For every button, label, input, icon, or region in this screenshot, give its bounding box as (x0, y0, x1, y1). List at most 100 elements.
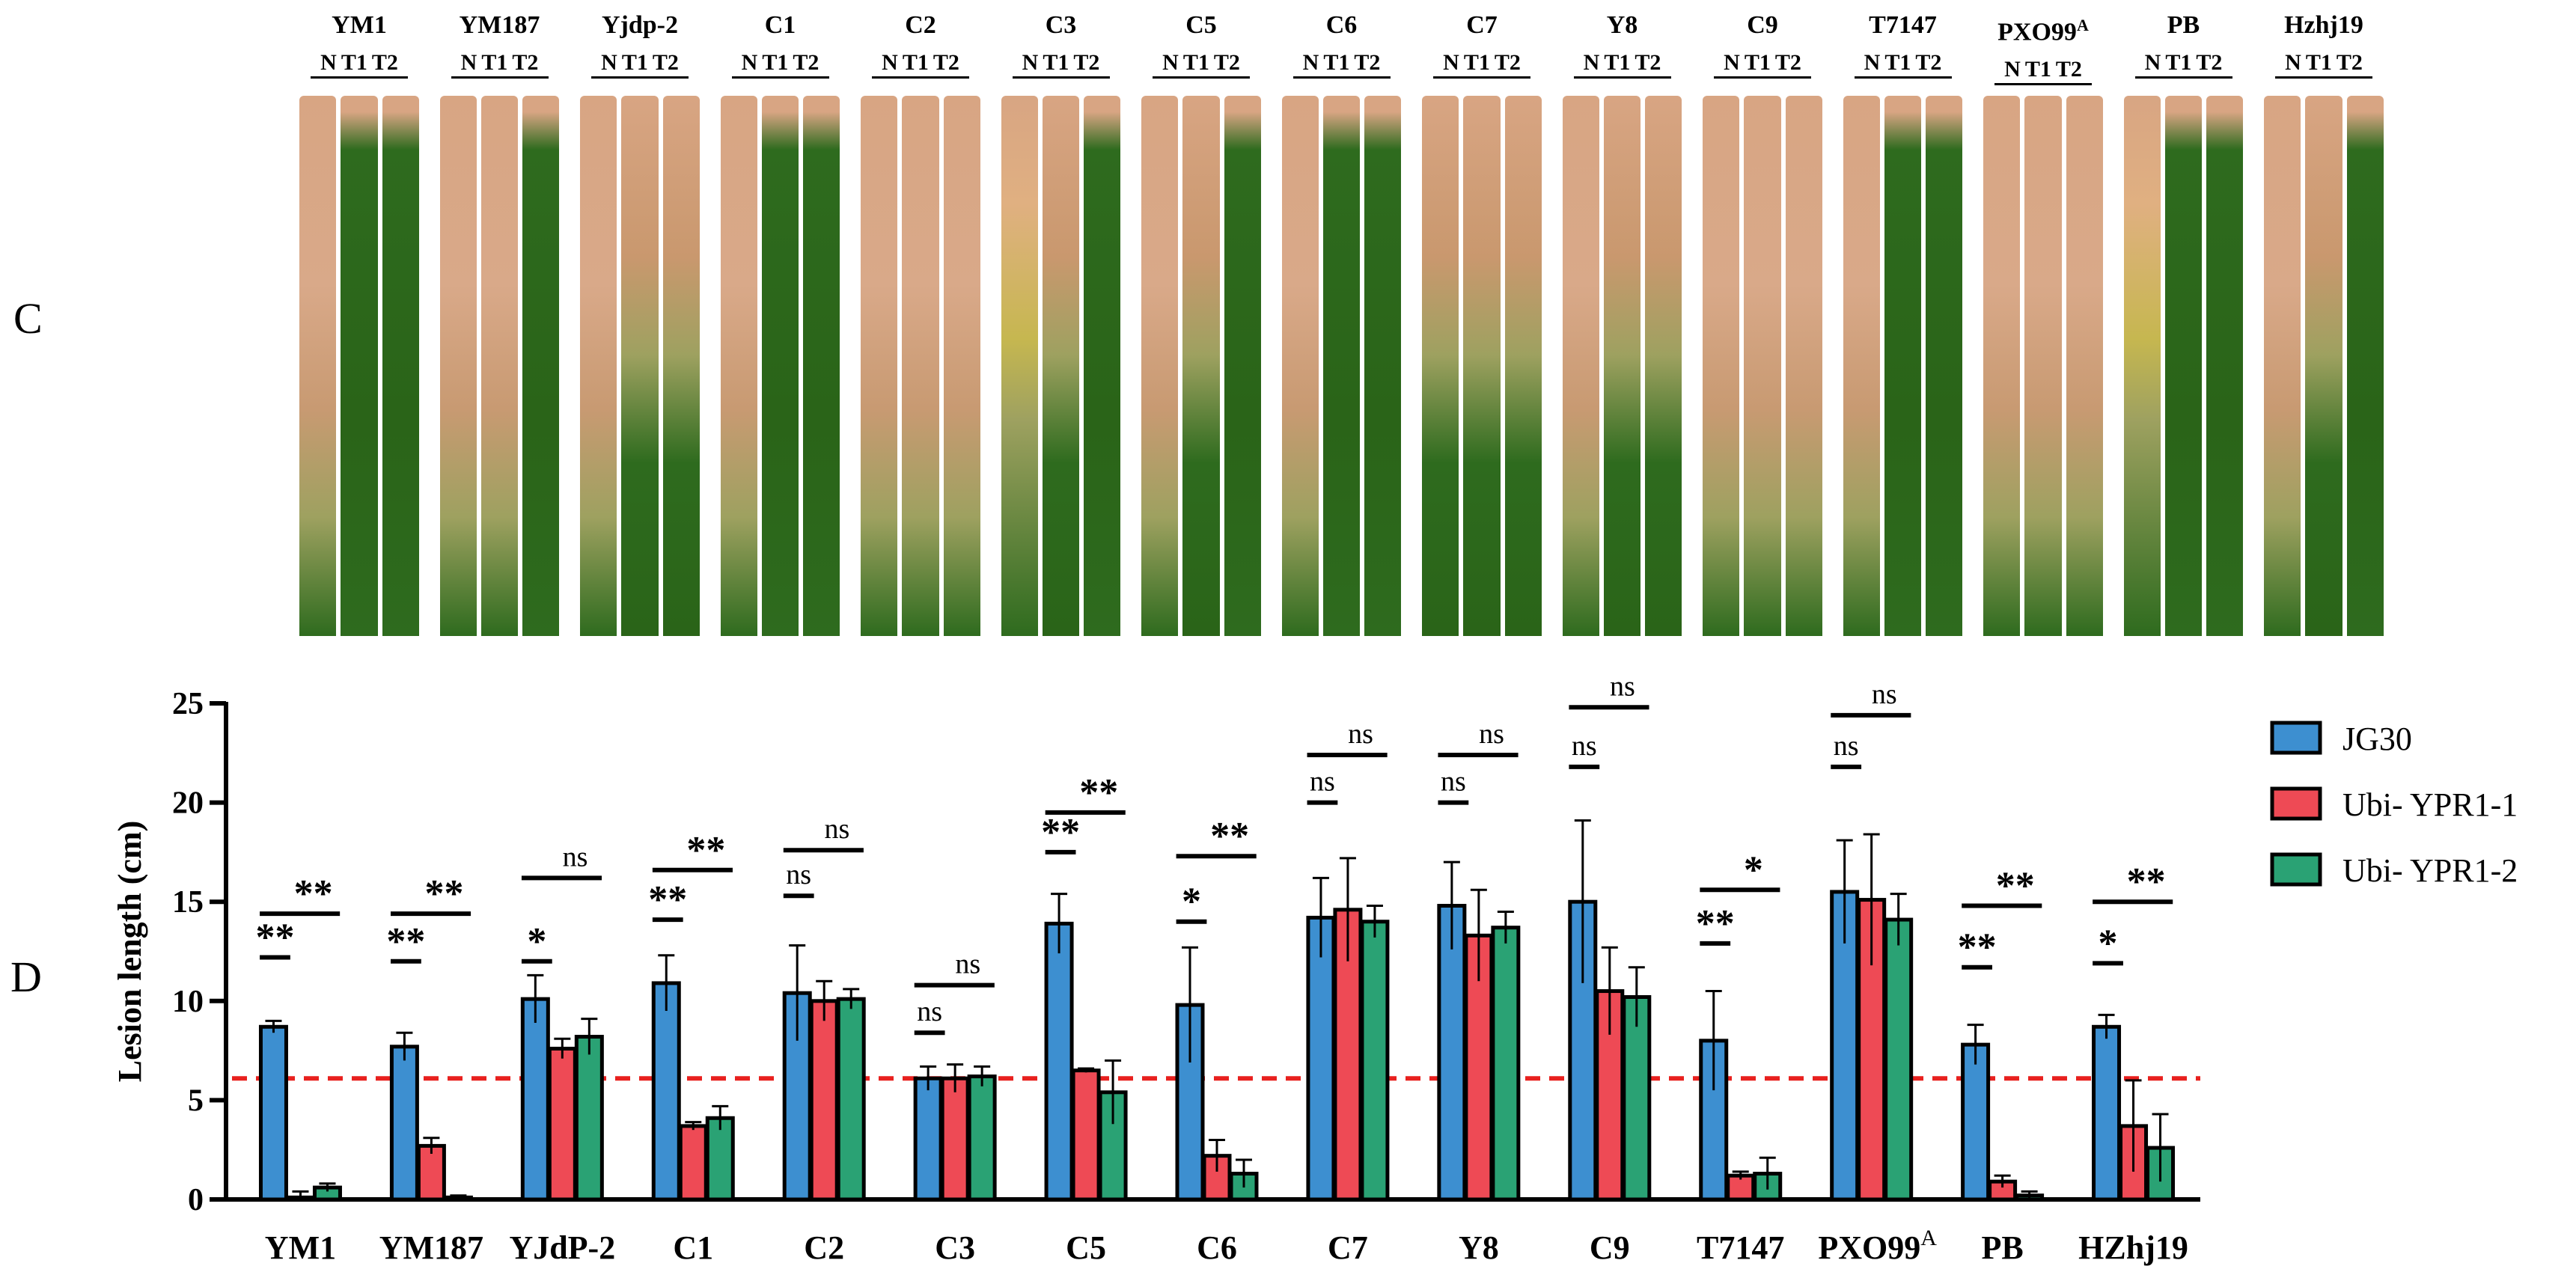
leaf-group (1983, 96, 2103, 636)
photo-treatment-labels: N T1 T2 (859, 49, 982, 76)
bar-jg30 (1961, 1042, 1991, 1202)
photo-treatment-label: T1 (341, 50, 367, 75)
photo-column: C1 N T1 T2 (719, 0, 842, 636)
photo-treatment-underline (1714, 76, 1811, 79)
leaf-image (1744, 96, 1781, 636)
photo-column-label: Hzhj19 (2262, 10, 2385, 40)
leaf-image (439, 96, 477, 636)
leaf-image (341, 96, 378, 636)
photo-treatment-underline (311, 76, 408, 79)
bar-ubi-ypr1-1 (678, 1124, 708, 1202)
bar-ubi-ypr1-2 (705, 1116, 735, 1202)
photo-treatment-underline (1433, 76, 1530, 79)
photo-treatment-label: T1 (1323, 50, 1350, 75)
x-tick-label: C7 (1328, 1229, 1368, 1266)
leaf-image (1084, 96, 1121, 636)
photo-column-label: YM187 (439, 10, 561, 40)
photo-column-name: Y8 (1606, 11, 1638, 39)
leaf-image (1141, 96, 1179, 636)
significance-label-high: ** (686, 829, 725, 872)
photo-column: PXO99A N T1 T2 (1982, 0, 2105, 636)
photo-column-label: Yjdp-2 (579, 10, 701, 40)
y-tick-label: 0 (188, 1183, 204, 1217)
leaf-group (1141, 96, 1261, 636)
bar-jg30 (651, 981, 681, 1202)
significance-label-low: ns (1834, 730, 1859, 762)
photo-column: C2 N T1 T2 (859, 0, 982, 636)
significance-label-low: * (527, 920, 546, 963)
photo-column-name: YM1 (332, 11, 387, 39)
bar-ubi-ypr1-2 (1622, 994, 1652, 1202)
significance-label-high: ** (2127, 860, 2166, 903)
photo-treatment-label: T1 (762, 50, 789, 75)
x-tick-label: YM1 (265, 1229, 336, 1266)
photo-treatment-label: N (1022, 50, 1039, 75)
leaf-image (1645, 96, 1682, 636)
photo-treatment-label: N (1724, 50, 1740, 75)
photo-treatment-label: T2 (2055, 57, 2082, 82)
legend-swatch (2270, 721, 2322, 755)
photo-treatment-label: T1 (1744, 50, 1771, 75)
photo-column-name: C7 (1466, 11, 1498, 39)
leaf-group (1422, 96, 1542, 636)
x-tick-label: C9 (1590, 1229, 1630, 1266)
leaf-group (1281, 96, 1402, 636)
photo-treatment-underline (1012, 76, 1110, 79)
photo-column-label: C6 (1281, 10, 1403, 40)
photo-treatment-label: T1 (2305, 50, 2332, 75)
photo-treatment-label: N (320, 50, 337, 75)
photo-column-label: PXO99A (1982, 10, 2105, 47)
leaf-image (2164, 96, 2203, 636)
photo-column-name: C3 (1045, 11, 1077, 39)
photo-column: Hzhj19 N T1 T2 (2262, 0, 2385, 636)
photo-column-label: Y8 (1561, 10, 1684, 40)
leaf-image (480, 96, 519, 636)
photo-treatment-label: T1 (1463, 50, 1490, 75)
photo-treatment-label: N (1864, 50, 1881, 75)
y-axis-label: Lesion length (cm) (112, 821, 148, 1083)
leaf-image (1983, 96, 2021, 636)
bar-jg30 (913, 1076, 943, 1202)
x-tick-label: C1 (673, 1229, 713, 1266)
leaf-group (580, 96, 700, 636)
photo-column-name: C6 (1325, 11, 1358, 39)
photo-column-name: C2 (905, 11, 936, 39)
y-tick-label: 25 (172, 687, 204, 721)
photo-column-label: C1 (719, 10, 842, 40)
leaf-image (1785, 96, 1822, 636)
photo-treatment-label: T2 (1774, 50, 1801, 75)
x-tick-label: YM187 (379, 1229, 483, 1266)
photo-treatment-underline (451, 76, 549, 79)
bar-ubi-ypr1-2 (574, 1035, 604, 1202)
photo-treatment-label: T2 (1915, 50, 1942, 75)
bar-ubi-ypr1-1 (1071, 1068, 1101, 1202)
photo-treatment-labels: N T1 T2 (298, 49, 421, 76)
bar-jg30 (389, 1045, 419, 1202)
bar-ubi-ypr1-2 (967, 1074, 997, 1202)
photo-column-name: C5 (1185, 11, 1217, 39)
significance-label-high: ** (425, 872, 464, 915)
leaf-image (662, 96, 700, 636)
x-tick-label: YJdP-2 (509, 1229, 615, 1266)
photo-treatment-labels: N T1 T2 (1420, 49, 1543, 76)
photo-treatment-label: N (1302, 50, 1319, 75)
leaf-image (902, 96, 939, 636)
photo-treatment-label: T1 (902, 50, 929, 75)
photo-column: YM187 N T1 T2 (439, 0, 561, 636)
photo-column: C5 N T1 T2 (1140, 0, 1263, 636)
leaf-image (943, 96, 980, 636)
significance-label-low: ** (1696, 902, 1735, 945)
x-tick-label: T7147 (1697, 1229, 1784, 1266)
leaf-image (621, 96, 659, 636)
bar-jg30 (258, 1024, 288, 1202)
bar-jg30 (1044, 921, 1074, 1202)
photo-treatment-labels: N T1 T2 (2122, 49, 2245, 76)
significance-label-low: ns (1310, 766, 1335, 798)
photo-treatment-labels: N T1 T2 (1982, 56, 2105, 83)
photo-treatment-labels: N T1 T2 (1140, 49, 1263, 76)
photo-treatment-underline (731, 76, 829, 79)
significance-label-high: * (1744, 849, 1763, 891)
photo-column-name: Yjdp-2 (601, 11, 679, 39)
photo-treatment-underline (1854, 76, 1952, 79)
